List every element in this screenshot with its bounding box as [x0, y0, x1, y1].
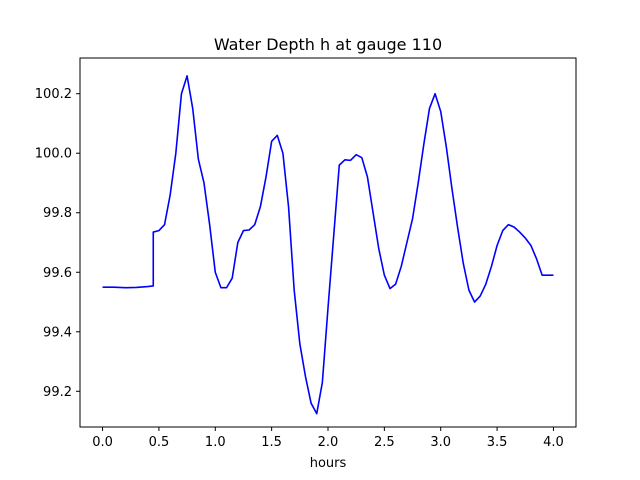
x-axis-ticks: 0.0 0.5 1.0 1.5 2.0 2.5 3.0 3.5 4.0 — [92, 427, 564, 450]
x-tick-label: 0.0 — [92, 435, 113, 450]
axes-frame — [79, 57, 577, 428]
x-tick-label: 1.0 — [205, 435, 226, 450]
x-tick-label: 2.0 — [318, 435, 339, 450]
x-tick-label: 4.0 — [543, 435, 564, 450]
x-axis-label: hours — [310, 456, 347, 471]
x-tick-label: 0.5 — [149, 435, 170, 450]
y-tick-label: 99.6 — [43, 266, 72, 281]
y-axis-ticks: 99.2 99.4 99.6 99.8 100.0 100.2 — [35, 87, 80, 400]
x-tick-label: 2.5 — [374, 435, 395, 450]
plot-area — [79, 57, 577, 428]
x-tick-label: 3.0 — [430, 435, 451, 450]
x-tick-label: 1.5 — [261, 435, 282, 450]
y-tick-label: 100.0 — [35, 147, 72, 162]
y-tick-label: 99.4 — [43, 325, 72, 340]
x-tick-label: 3.5 — [487, 435, 508, 450]
chart-title: Water Depth h at gauge 110 — [214, 35, 442, 54]
y-tick-label: 100.2 — [35, 87, 72, 102]
y-tick-label: 99.8 — [43, 206, 72, 221]
y-tick-label: 99.2 — [43, 385, 72, 400]
series-line-0 — [102, 75, 554, 415]
